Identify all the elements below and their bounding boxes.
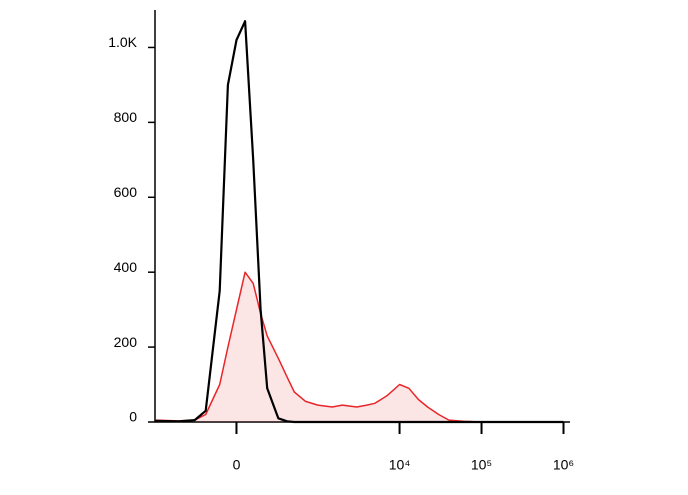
x-tick-label: 0 bbox=[233, 457, 241, 473]
x-tick-label: 10⁶ bbox=[553, 457, 574, 473]
y-tick-label: 400 bbox=[114, 259, 138, 275]
y-tick-label: 0 bbox=[129, 409, 137, 425]
histogram-line bbox=[154, 271, 564, 423]
histogram-area bbox=[155, 272, 564, 422]
y-tick-label: 600 bbox=[114, 184, 138, 200]
x-tick-label: 10⁴ bbox=[389, 457, 411, 473]
y-tick-label: 800 bbox=[114, 109, 138, 125]
x-tick-label: 10⁵ bbox=[471, 457, 492, 473]
y-tick-label: 1.0K bbox=[108, 34, 137, 50]
histogram-line bbox=[154, 20, 564, 424]
y-tick-label: 200 bbox=[114, 334, 138, 350]
